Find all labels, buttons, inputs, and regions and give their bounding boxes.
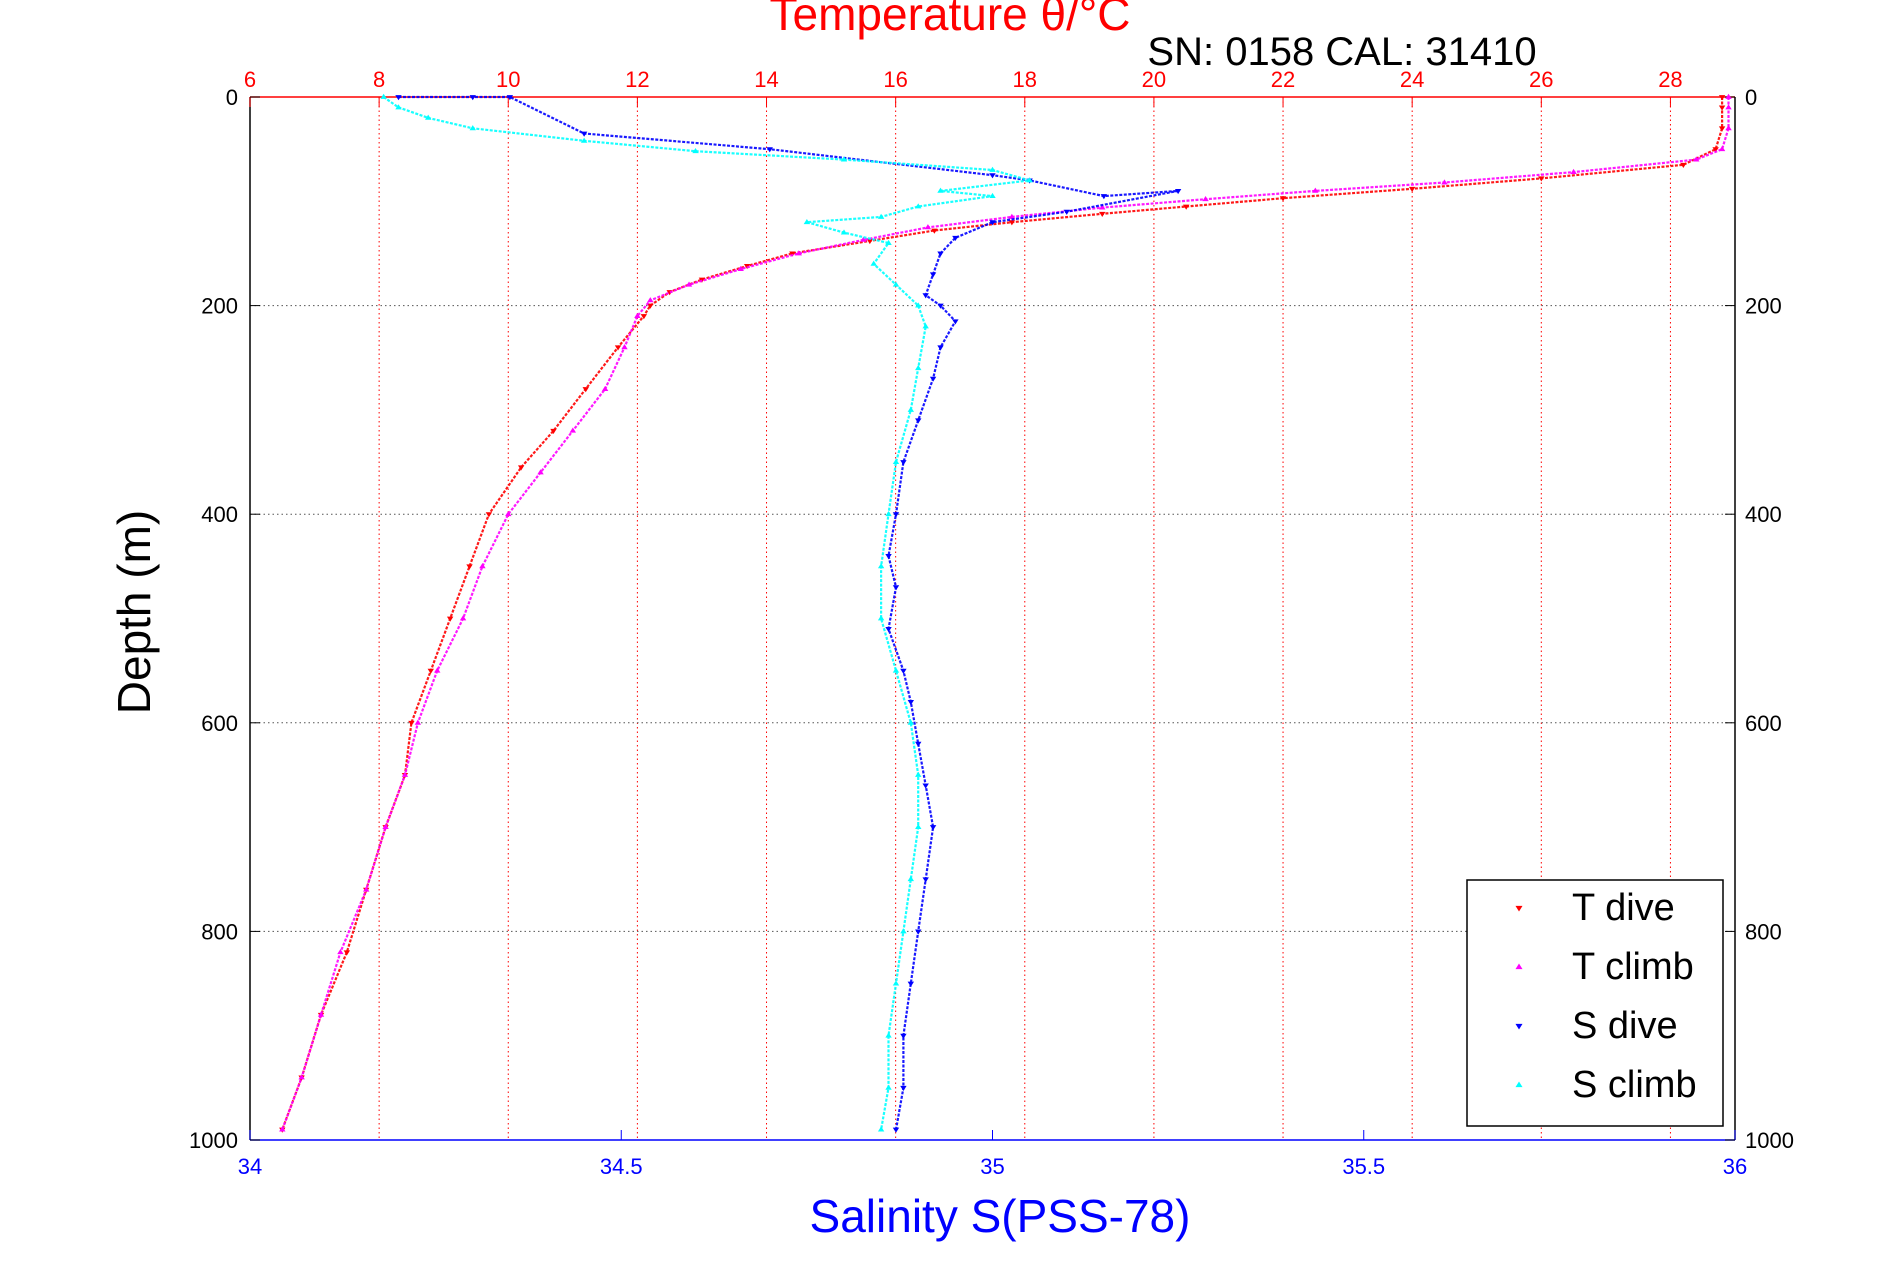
temperature-tick-label: 26 [1529,67,1553,92]
temperature-tick-label: 28 [1658,67,1682,92]
series-trace [382,96,1030,1130]
data-point [922,323,929,329]
salinity-tick-label: 34 [238,1154,262,1179]
temperature-tick-label: 14 [754,67,778,92]
data-point [466,564,473,570]
legend-box [1466,879,1724,1127]
depth-tick-label-right: 1000 [1745,1128,1794,1153]
data-point [929,825,937,831]
data-point [885,1032,892,1038]
data-point [408,720,415,726]
labels-layer: Temperature θ/°C SN: 0158 CAL: 31410 Sal… [108,0,1537,1242]
x-axis-bottom-label: Salinity S(PSS-78) [810,1190,1191,1242]
temperature-tick-label: 12 [625,67,649,92]
data-point [434,667,441,673]
data-point [907,719,915,725]
series-trace [398,95,1179,1130]
salinity-tick-label: 35 [980,1154,1004,1179]
data-point [317,1011,325,1017]
depth-tick-label-right: 0 [1745,85,1757,110]
salinity-tick-label: 35.5 [1342,1154,1385,1179]
legend-marker [1515,1081,1523,1088]
data-point [459,615,467,621]
series-s-climb [380,93,1033,1132]
legend-marker [1515,963,1523,970]
depth-tick-label-left: 400 [201,502,238,527]
data-point [915,302,922,308]
data-point [907,876,915,882]
data-point [900,460,907,466]
temperature-tick-label: 24 [1400,67,1424,92]
legend-label: T dive [1572,887,1675,929]
legend-label: S dive [1572,1005,1678,1047]
temperature-tick-label: 8 [373,67,385,92]
data-point [892,1127,900,1133]
depth-tick-label-right: 800 [1745,919,1782,944]
series-s-dive [395,95,1182,1133]
temperature-tick-label: 20 [1142,67,1166,92]
temperature-tick-label: 6 [244,67,256,92]
data-point [892,512,900,518]
legend-marker [1515,1023,1523,1030]
chart-subtitle: SN: 0158 CAL: 31410 [1147,30,1536,74]
data-point [1725,93,1732,99]
depth-tick-label-left: 200 [201,294,238,319]
data-point [885,627,892,633]
salinity-tick-label: 36 [1723,1154,1747,1179]
legend: T dive T climb S dive S climb [1466,879,1724,1127]
depth-tick-label-left: 800 [201,919,238,944]
depth-tick-label-left: 600 [201,711,238,736]
temperature-tick-label: 22 [1271,67,1295,92]
depth-tick-label-left: 1000 [189,1128,238,1153]
salinity-tick-label: 34.5 [600,1154,643,1179]
legend-items: T dive T climb S dive S climb [1515,887,1697,1106]
depth-tick-label-left: 0 [226,85,238,110]
data-point [907,700,915,706]
data-point [929,272,937,278]
temperature-tick-label: 16 [883,67,907,92]
data-point [1712,147,1719,153]
data-points-layer [279,93,1732,1133]
legend-label: T climb [1572,946,1694,988]
depth-tick-label-right: 600 [1745,711,1782,736]
y-axis-label: Depth (m) [108,510,160,714]
data-point [877,1126,885,1132]
chart-title: Temperature θ/°C [770,0,1131,40]
axes-layer: 6 8 10 12 14 16 18 20 22 24 26 28 34 34.5 35 35.5 36 0 0 20… [189,67,1794,1179]
legend-label: S climb [1572,1064,1697,1106]
legend-marker [1515,905,1523,912]
depth-tick-label-right: 400 [1745,502,1782,527]
temperature-tick-label: 18 [1013,67,1037,92]
data-point [634,312,641,318]
depth-tick-label-right: 200 [1745,294,1782,319]
temperature-tick-label: 10 [496,67,520,92]
data-point [1725,125,1732,131]
series-t-climb [279,93,1732,1132]
data-point [900,1033,907,1039]
series-trace [281,97,1730,1130]
